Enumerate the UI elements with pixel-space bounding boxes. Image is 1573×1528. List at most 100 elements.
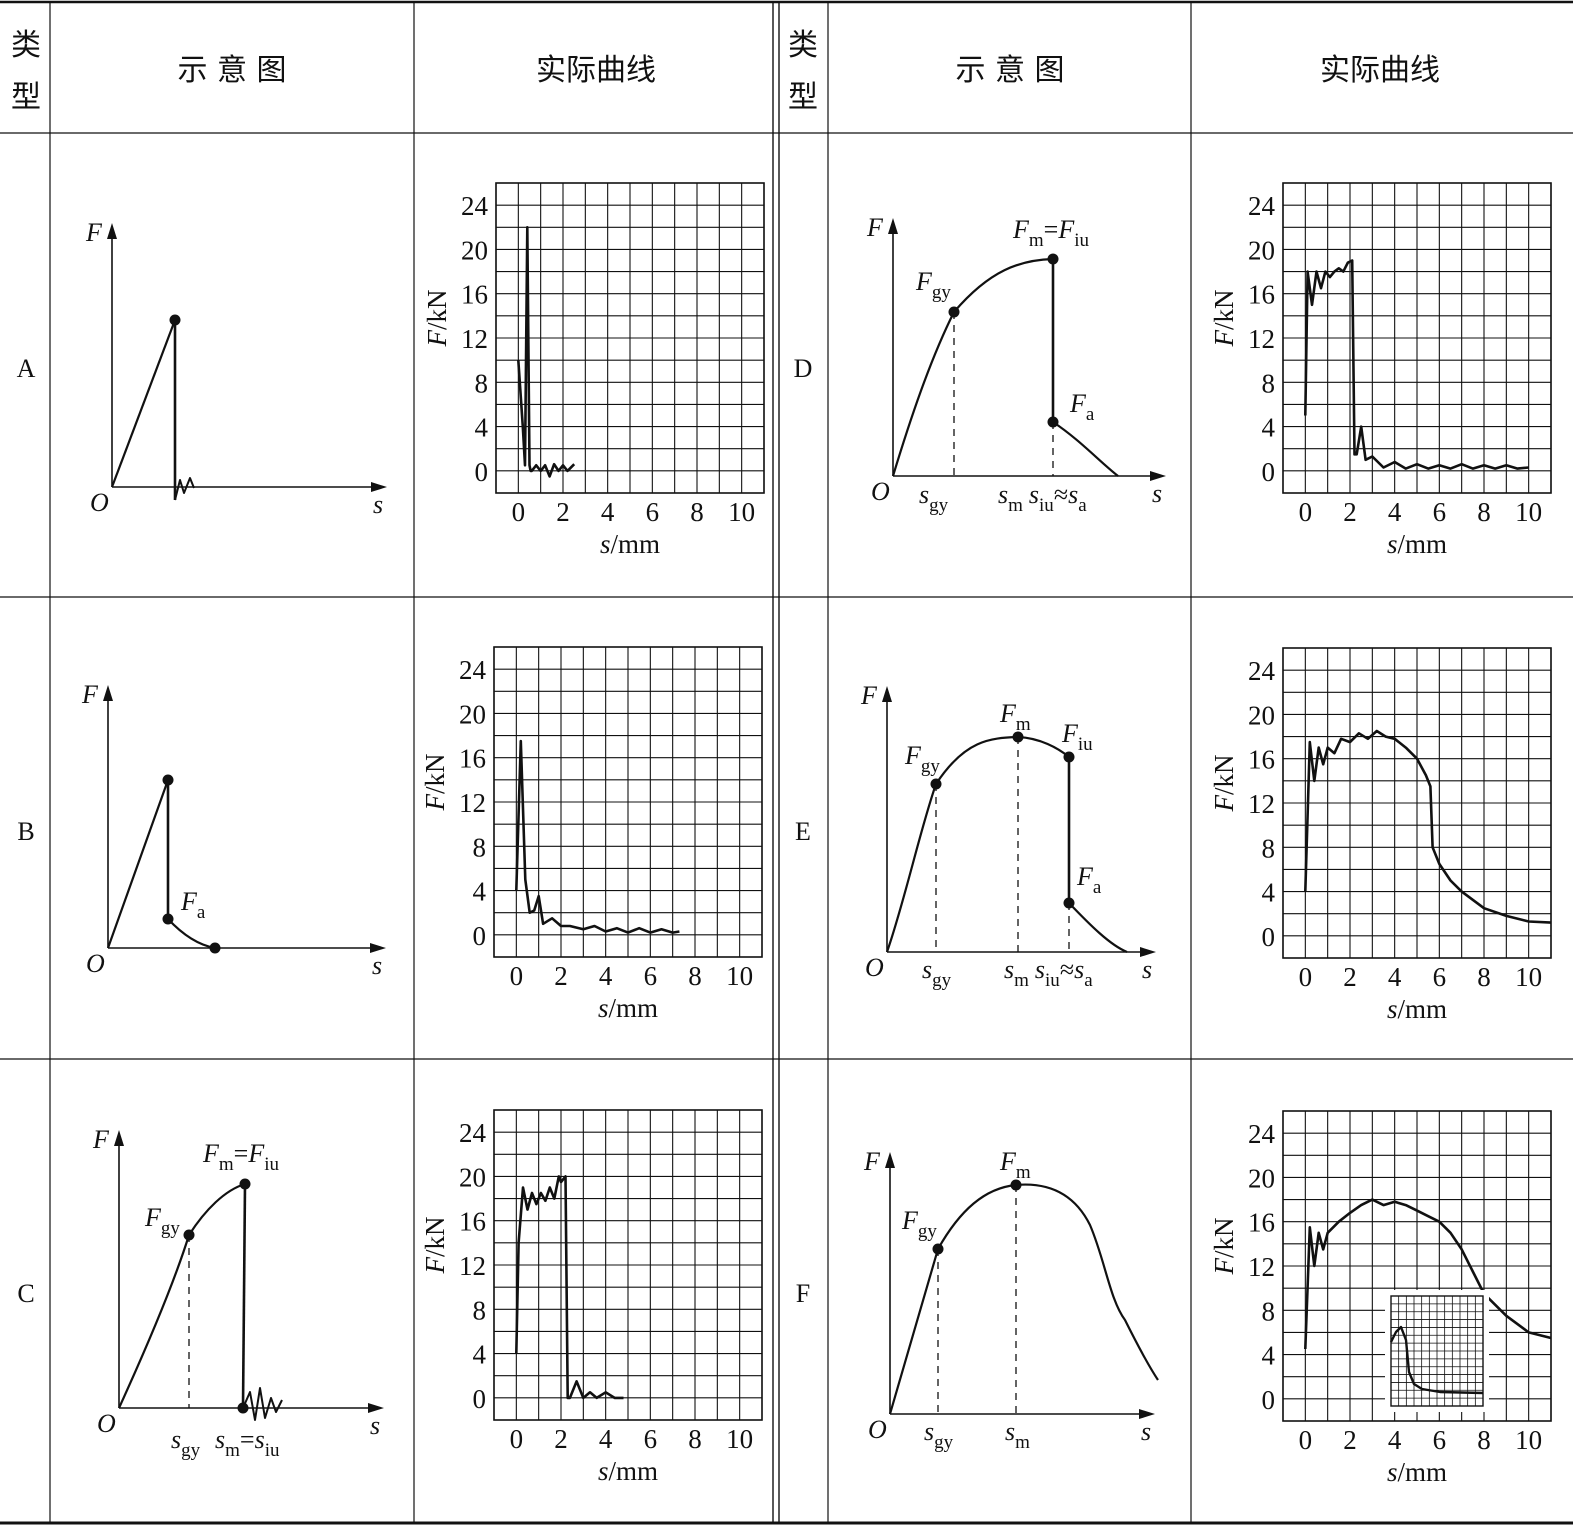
y-axis-title: F/kN (1209, 1218, 1239, 1276)
symbol: F (999, 699, 1017, 728)
x-tick-label: 4 (601, 497, 615, 527)
symbol: F (901, 1206, 919, 1235)
subscript: gy (918, 1221, 938, 1242)
x-axis-unit: /mm (1398, 529, 1448, 559)
symbol: F (1076, 862, 1094, 891)
Fa-point (1063, 897, 1075, 909)
axis-label-F: F (860, 681, 878, 710)
subscript: a (1084, 970, 1093, 991)
y-axis-unit: /kN (1209, 290, 1239, 331)
y-tick-label: 12 (1248, 324, 1275, 354)
x-axis-title: s/mm (1387, 994, 1447, 1024)
y-axis-title: F/kN (1209, 290, 1239, 348)
Fm-point (1012, 731, 1024, 743)
symbol: s (1068, 480, 1078, 509)
row-label-E: E (795, 817, 811, 846)
x-tick-label: 6 (644, 1424, 658, 1454)
x-axis-arrow (1150, 471, 1166, 481)
peak-point (162, 774, 174, 786)
chart-F-inset (1385, 1290, 1489, 1412)
label-Fa: Fa (180, 887, 206, 923)
x-tick-label: 10 (1515, 1425, 1542, 1455)
x-axis-arrow (370, 943, 386, 953)
row-label-F: F (796, 1279, 810, 1308)
x-axis-title: s/mm (1387, 529, 1447, 559)
x-tick-label: 2 (554, 1424, 568, 1454)
x-tick-label: 4 (599, 961, 613, 991)
symbol: s (1005, 1417, 1015, 1446)
subscript: iu (1039, 495, 1054, 516)
y-axis-var: F (1209, 795, 1239, 813)
y-axis-unit: /kN (422, 290, 452, 331)
x-axis-var: s (1387, 529, 1398, 559)
axis-label-F: F (866, 213, 884, 242)
y-tick-label: 8 (1262, 1296, 1276, 1326)
origin-label: O (97, 1409, 116, 1438)
y-axis-arrow (114, 1130, 124, 1146)
y-axis-arrow (885, 1152, 895, 1168)
x-tick-label: 10 (726, 1424, 753, 1454)
decay-curve (1052, 421, 1119, 477)
break-point (237, 1402, 249, 1414)
plot-frame (495, 182, 765, 494)
Fm-point (1010, 1179, 1022, 1191)
axis-label-s: s (1142, 955, 1152, 984)
x-tick-label: 6 (644, 961, 658, 991)
operator: = (240, 1425, 255, 1454)
data-series-line (1304, 259, 1529, 470)
y-axis-arrow (103, 685, 113, 701)
axis-label-s: s (370, 1411, 380, 1440)
y-tick-label: 0 (1262, 922, 1276, 952)
y-axis-arrow (107, 223, 117, 239)
y-axis-unit: /kN (420, 1217, 450, 1258)
axis-label-F: F (863, 1147, 881, 1176)
subscript: m (1029, 230, 1044, 251)
inset-curve (1389, 1325, 1484, 1395)
axis-label-s: s (373, 490, 383, 519)
y-tick-label: 8 (1262, 368, 1276, 398)
header-actual-right: 实际曲线 (1320, 53, 1440, 88)
header-sketch-right: 示 意 图 (955, 53, 1064, 88)
symbol: s (1004, 955, 1014, 984)
Fm-point (239, 1178, 251, 1190)
y-tick-label: 16 (459, 744, 486, 774)
y-tick-label: 24 (1248, 191, 1276, 221)
header-actual-left: 实际曲线 (536, 53, 656, 88)
row-label-A: A (17, 354, 36, 383)
x-tick-label: 4 (1388, 1425, 1402, 1455)
y-axis-arrow (888, 218, 898, 234)
operator: ≈ (1054, 480, 1068, 509)
subscript: m (1014, 970, 1029, 991)
label-sgy: sgy (171, 1425, 201, 1461)
label-Fgy: Fgy (901, 1206, 937, 1242)
row-labels: A D B E C F (17, 354, 813, 1308)
y-axis-title: F/kN (422, 290, 452, 348)
x-tick-label: 2 (554, 961, 568, 991)
origin-label: O (871, 477, 890, 506)
label-sm-eq-siu: sm=siu (215, 1425, 280, 1461)
y-tick-label: 4 (475, 413, 489, 443)
elastic-line (110, 319, 177, 488)
x-axis-title: s/mm (598, 993, 658, 1023)
y-tick-label: 0 (1262, 457, 1276, 487)
axis-label-F: F (81, 680, 99, 709)
Fgy-point (932, 1243, 944, 1255)
y-tick-label: 8 (475, 368, 489, 398)
header-type-bottom-right: 型 (788, 80, 818, 115)
y-tick-label: 8 (1262, 833, 1276, 863)
operator: = (234, 1139, 249, 1168)
x-tick-label: 0 (1299, 962, 1313, 992)
y-tick-label: 4 (1262, 878, 1276, 908)
label-sm-siu-sa: sm siu≈sa (1004, 955, 1093, 991)
x-tick-label: 2 (556, 497, 570, 527)
plot-frame (493, 646, 763, 958)
subscript: m (1016, 1162, 1031, 1183)
label-Fm-eq-Fiu: Fm=Fiu (202, 1139, 280, 1175)
subscript: iu (1078, 734, 1093, 755)
origin-label: O (868, 1415, 887, 1444)
